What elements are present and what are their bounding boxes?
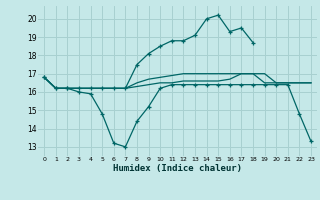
- X-axis label: Humidex (Indice chaleur): Humidex (Indice chaleur): [113, 164, 242, 173]
